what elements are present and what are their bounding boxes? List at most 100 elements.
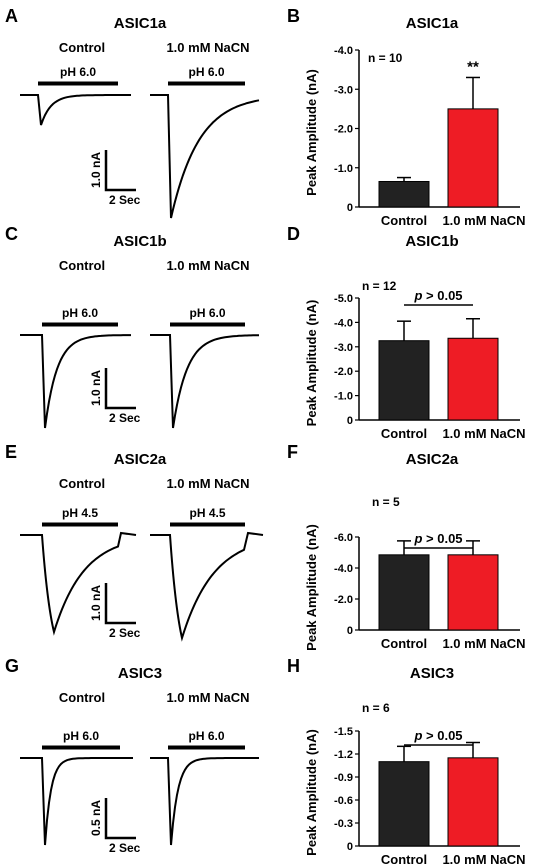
y-tick-label: -4.0 bbox=[334, 317, 353, 329]
nacn-current-trace bbox=[150, 757, 259, 846]
nacn-ph-label: pH 6.0 bbox=[189, 306, 225, 320]
y-tick-label: -0.6 bbox=[334, 795, 353, 807]
figure-row: A ASIC1a Control 1.0 mM NaCN pH 6.0 pH 6.0 1.0… bbox=[5, 6, 526, 228]
nacn-current-trace bbox=[150, 334, 259, 429]
scale-bar bbox=[104, 583, 136, 625]
nacn-condition-label: 1.0 mM NaCN bbox=[166, 258, 249, 273]
y-tick-label: -1.0 bbox=[334, 163, 353, 175]
sample-size-label: n = 12 bbox=[362, 279, 397, 293]
control-current-trace bbox=[20, 757, 133, 846]
y-tick-label: -5.0 bbox=[334, 293, 353, 305]
x-category-label: Control bbox=[381, 426, 427, 441]
y-axis-label: Peak Amplitude (nA) bbox=[304, 69, 319, 196]
y-tick-label: -2.0 bbox=[334, 124, 353, 136]
y-tick-label: -3.0 bbox=[334, 84, 353, 96]
control-current-trace bbox=[20, 531, 137, 636]
significance-marker: ** bbox=[467, 58, 479, 75]
y-tick-label: -2.0 bbox=[334, 594, 353, 606]
y-tick-label: -1.2 bbox=[334, 749, 353, 761]
scale-amplitude-label: 1.0 nA bbox=[89, 370, 103, 406]
bar-panel-title: ASIC1b bbox=[405, 233, 458, 250]
control-bar bbox=[378, 554, 430, 631]
scale-bar bbox=[104, 798, 136, 840]
x-category-label: Control bbox=[381, 213, 427, 228]
x-category-label: 1.0 mM NaCN bbox=[442, 426, 525, 441]
trace-panel-letter: A bbox=[5, 6, 18, 26]
y-tick-label: -4.0 bbox=[334, 45, 353, 57]
nacn-ph-bar bbox=[170, 322, 245, 327]
nacn-condition-label: 1.0 mM NaCN bbox=[166, 40, 249, 55]
control-ph-label: pH 6.0 bbox=[63, 729, 99, 743]
nacn-ph-bar bbox=[168, 81, 245, 86]
nacn-current-trace bbox=[150, 94, 260, 219]
figure-row: E ASIC2a Control 1.0 mM NaCN pH 4.5 pH 4.5 1.0… bbox=[5, 442, 526, 651]
nacn-bar bbox=[447, 757, 499, 847]
control-ph-label: pH 6.0 bbox=[60, 65, 96, 79]
bar-panel-letter: H bbox=[287, 656, 300, 676]
scale-bar bbox=[104, 368, 136, 410]
bar-panel-letter: B bbox=[287, 6, 300, 26]
y-tick-label: -3.0 bbox=[334, 342, 353, 354]
scale-time-label: 2 Sec bbox=[109, 193, 141, 207]
nacn-bar bbox=[447, 337, 499, 421]
sample-size-label: n = 5 bbox=[372, 495, 400, 509]
sample-size-label: n = 6 bbox=[362, 701, 390, 715]
nacn-ph-label: pH 6.0 bbox=[188, 65, 224, 79]
y-tick-label: -0.3 bbox=[334, 818, 353, 830]
nacn-condition-label: 1.0 mM NaCN bbox=[166, 690, 249, 705]
y-tick-label: -6.0 bbox=[334, 532, 353, 544]
trace-panel-title: ASIC1b bbox=[113, 233, 166, 250]
control-condition-label: Control bbox=[59, 258, 105, 273]
control-bar bbox=[378, 180, 430, 208]
y-tick-label: 0 bbox=[347, 202, 353, 214]
control-ph-label: pH 4.5 bbox=[62, 506, 98, 520]
control-ph-bar bbox=[42, 522, 118, 527]
nacn-ph-label: pH 6.0 bbox=[188, 729, 224, 743]
bar-panel-letter: D bbox=[287, 224, 300, 244]
bar-panel-title: ASIC1a bbox=[406, 15, 459, 32]
p-value-label: p > 0.05 bbox=[413, 728, 462, 743]
nacn-current-trace bbox=[150, 531, 264, 642]
y-tick-label: 0 bbox=[347, 625, 353, 637]
y-tick-label: -1.0 bbox=[334, 391, 353, 403]
scale-time-label: 2 Sec bbox=[109, 411, 141, 425]
trace-panel-title: ASIC1a bbox=[114, 15, 167, 32]
nacn-bar bbox=[447, 554, 499, 631]
scale-time-label: 2 Sec bbox=[109, 626, 141, 640]
control-current-trace bbox=[20, 94, 131, 126]
scale-amplitude-label: 1.0 nA bbox=[89, 152, 103, 188]
control-ph-label: pH 6.0 bbox=[62, 306, 98, 320]
control-bar bbox=[378, 761, 430, 847]
trace-panel-letter: C bbox=[5, 224, 18, 244]
nacn-ph-bar bbox=[168, 745, 245, 750]
sample-size-label: n = 10 bbox=[368, 51, 403, 65]
control-condition-label: Control bbox=[59, 690, 105, 705]
y-axis-label: Peak Amplitude (nA) bbox=[304, 300, 319, 427]
scale-amplitude-label: 0.5 nA bbox=[89, 800, 103, 836]
nacn-ph-label: pH 4.5 bbox=[189, 506, 225, 520]
x-category-label: 1.0 mM NaCN bbox=[442, 852, 525, 867]
figure-row: G ASIC3 Control 1.0 mM NaCN pH 6.0 pH 6.0 0.5 … bbox=[5, 656, 526, 867]
y-tick-label: -1.5 bbox=[334, 726, 353, 738]
p-value-label: p > 0.05 bbox=[413, 288, 462, 303]
y-axis-label: Peak Amplitude (nA) bbox=[304, 524, 319, 651]
x-category-label: 1.0 mM NaCN bbox=[442, 636, 525, 651]
y-axis-label: Peak Amplitude (nA) bbox=[304, 729, 319, 856]
y-tick-label: -4.0 bbox=[334, 563, 353, 575]
y-tick-label: -0.9 bbox=[334, 772, 353, 784]
y-tick-label: 0 bbox=[347, 415, 353, 427]
bar-panel-letter: F bbox=[287, 442, 298, 462]
control-condition-label: Control bbox=[59, 40, 105, 55]
control-condition-label: Control bbox=[59, 476, 105, 491]
y-tick-label: 0 bbox=[347, 841, 353, 853]
bar-panel-title: ASIC3 bbox=[410, 665, 454, 682]
nacn-ph-bar bbox=[170, 522, 245, 527]
control-ph-bar bbox=[42, 745, 120, 750]
x-category-label: 1.0 mM NaCN bbox=[442, 213, 525, 228]
x-category-label: Control bbox=[381, 636, 427, 651]
bar-panel-title: ASIC2a bbox=[406, 451, 459, 468]
figure-row: C ASIC1b Control 1.0 mM NaCN pH 6.0 pH 6.0 1.0… bbox=[5, 224, 526, 441]
trace-panel-letter: G bbox=[5, 656, 19, 676]
trace-panel-title: ASIC3 bbox=[118, 665, 162, 682]
